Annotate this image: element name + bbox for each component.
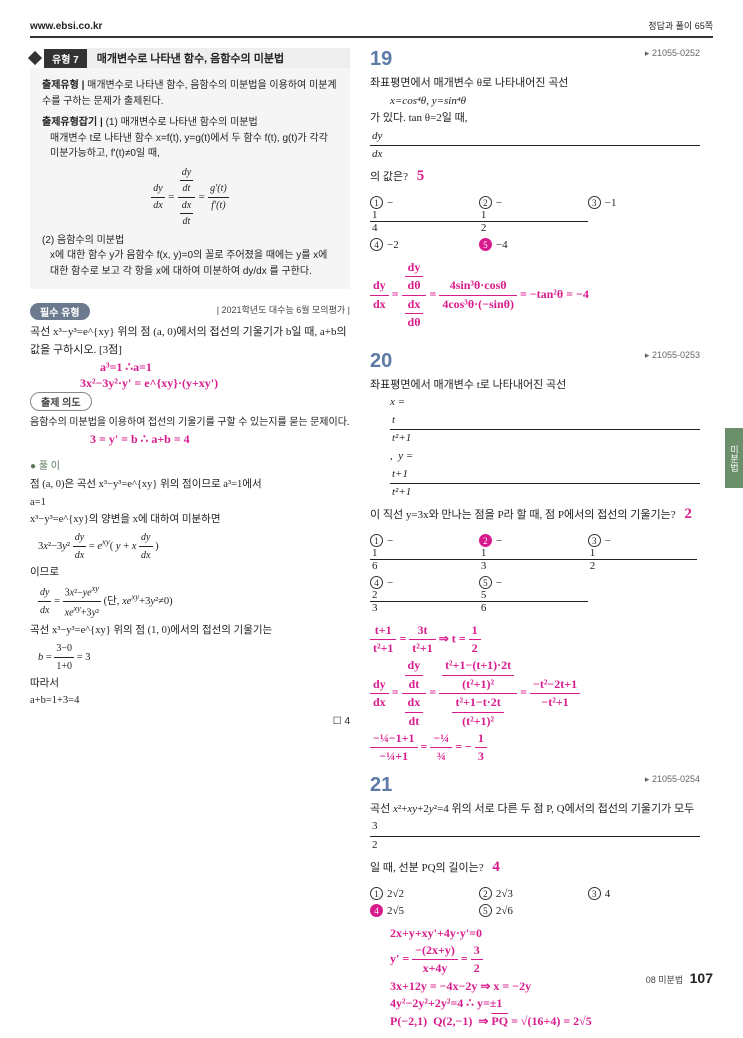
type-explain-box: 출제유형 | 매개변수로 나타낸 함수, 음함수의 미분법을 이용하여 미분계수… xyxy=(30,68,350,289)
hand-answer: 4 xyxy=(492,859,500,875)
site-url: www.ebsi.co.kr xyxy=(30,21,102,32)
problem-number: 21 xyxy=(370,774,392,797)
handwriting: 3x²−3y²·y' = e^{xy}·(y+xy') xyxy=(80,375,350,391)
problem-number: 20 xyxy=(370,350,392,373)
label: 출제유형 | xyxy=(42,80,87,91)
text: 매개변수 t로 나타낸 함수 x=f(t), y=g(t)에서 두 함수 f(t… xyxy=(50,131,338,162)
label: 출제유형잡기 | xyxy=(42,117,106,128)
choices: 12√2 22√3 34 42√5 52√6 xyxy=(370,885,700,919)
choices: 1−16 2−13 3−12 4−23 5−56 xyxy=(370,532,700,616)
problem-code: ▸ 21055-0252 xyxy=(645,48,700,59)
handwriting: a³=1 ∴a=1 xyxy=(100,359,350,375)
problem-20: 20 ▸ 21055-0253 좌표평면에서 매개변수 t로 나타내어진 곡선 … xyxy=(370,350,700,766)
required-pill: 필수 유형 xyxy=(30,303,90,320)
solution-label: 풀 이 xyxy=(30,457,350,472)
problem-number: 19 xyxy=(370,48,392,71)
text: 매개변수로 나타낸 함수, 음함수의 미분법을 이용하여 미분계수를 구하는 문… xyxy=(42,80,337,107)
formula: x=cos⁴θ, y=sin⁴θ xyxy=(390,93,700,111)
text: 이 직선 y=3x와 만나는 점을 P라 할 때, 점 P에서의 접선의 기울기… xyxy=(370,509,676,521)
exam-source: | 2021학년도 대수능 6월 모의평가 | xyxy=(217,303,350,316)
text: 좌표평면에서 매개변수 θ로 나타내어진 곡선 xyxy=(370,75,700,93)
problem-code: ▸ 21055-0253 xyxy=(645,350,700,361)
text: (2) 음함수의 미분법 xyxy=(42,233,338,249)
text: 좌표평면에서 매개변수 t로 나타내어진 곡선 xyxy=(370,377,700,395)
handwork: dydx = dydθ dxdθ = 4sin³θ·cosθ4cos³θ·(−s… xyxy=(370,259,700,332)
type-badge: 유형 7 xyxy=(44,49,87,68)
handwork: t+1t²+1 = 3tt²+1 ⇒ t = 12 dydx = dydt dx… xyxy=(370,622,700,766)
intent-text: 음함수의 미분법을 이용하여 접선의 기울기를 구할 수 있는지를 묻는 문제이… xyxy=(30,415,350,431)
problem-19: 19 ▸ 21055-0252 좌표평면에서 매개변수 θ로 나타내어진 곡선 … xyxy=(370,48,700,332)
type-title: 매개변수로 나타낸 함수, 음함수의 미분법 xyxy=(87,48,350,68)
problem-code: ▸ 21055-0254 xyxy=(645,774,700,785)
text: (1) 매개변수로 나타낸 함수의 미분법 xyxy=(106,117,258,128)
question-main: 곡선 x³−y³=e^{xy} 위의 점 (a, 0)에서의 접선의 기울기가 … xyxy=(30,324,350,359)
text: x에 대한 함수 y가 음함수 f(x, y)=0의 꼴로 주어졌을 때에는 y… xyxy=(50,248,338,279)
problem-21: 21 ▸ 21055-0254 곡선 x²+xy+2y²=4 위의 서로 다른 … xyxy=(370,774,700,1030)
answer-box: 4 xyxy=(30,716,350,727)
intent-pill: 출제 의도 xyxy=(30,392,92,411)
solution-body: 점 (a, 0)은 곡선 x³−y³=e^{xy} 위의 점이므로 a³=1에서… xyxy=(30,476,350,711)
text: 가 있다. tan θ=2일 때, xyxy=(370,112,468,124)
handwriting: 3 = y' = b ∴ a+b = 4 xyxy=(90,431,350,447)
choices: 1−14 2−12 3−1 4−2 5−4 xyxy=(370,194,700,253)
hand-answer: 2 xyxy=(684,506,692,522)
diamond-icon xyxy=(28,51,42,65)
section-tab: 미분법 xyxy=(725,428,743,488)
formula: x = tt²+1 , y = t+1t²+1 xyxy=(390,394,700,502)
hand-answer: 5 xyxy=(417,168,425,184)
answer-ref: 정답과 풀이 65쪽 xyxy=(648,19,713,32)
text: 의 값은? xyxy=(370,171,408,183)
page-footer: 08 미분법 107 xyxy=(646,970,713,986)
formula: dydx = dydt dxdt = g'(t)f'(t) xyxy=(42,165,338,230)
